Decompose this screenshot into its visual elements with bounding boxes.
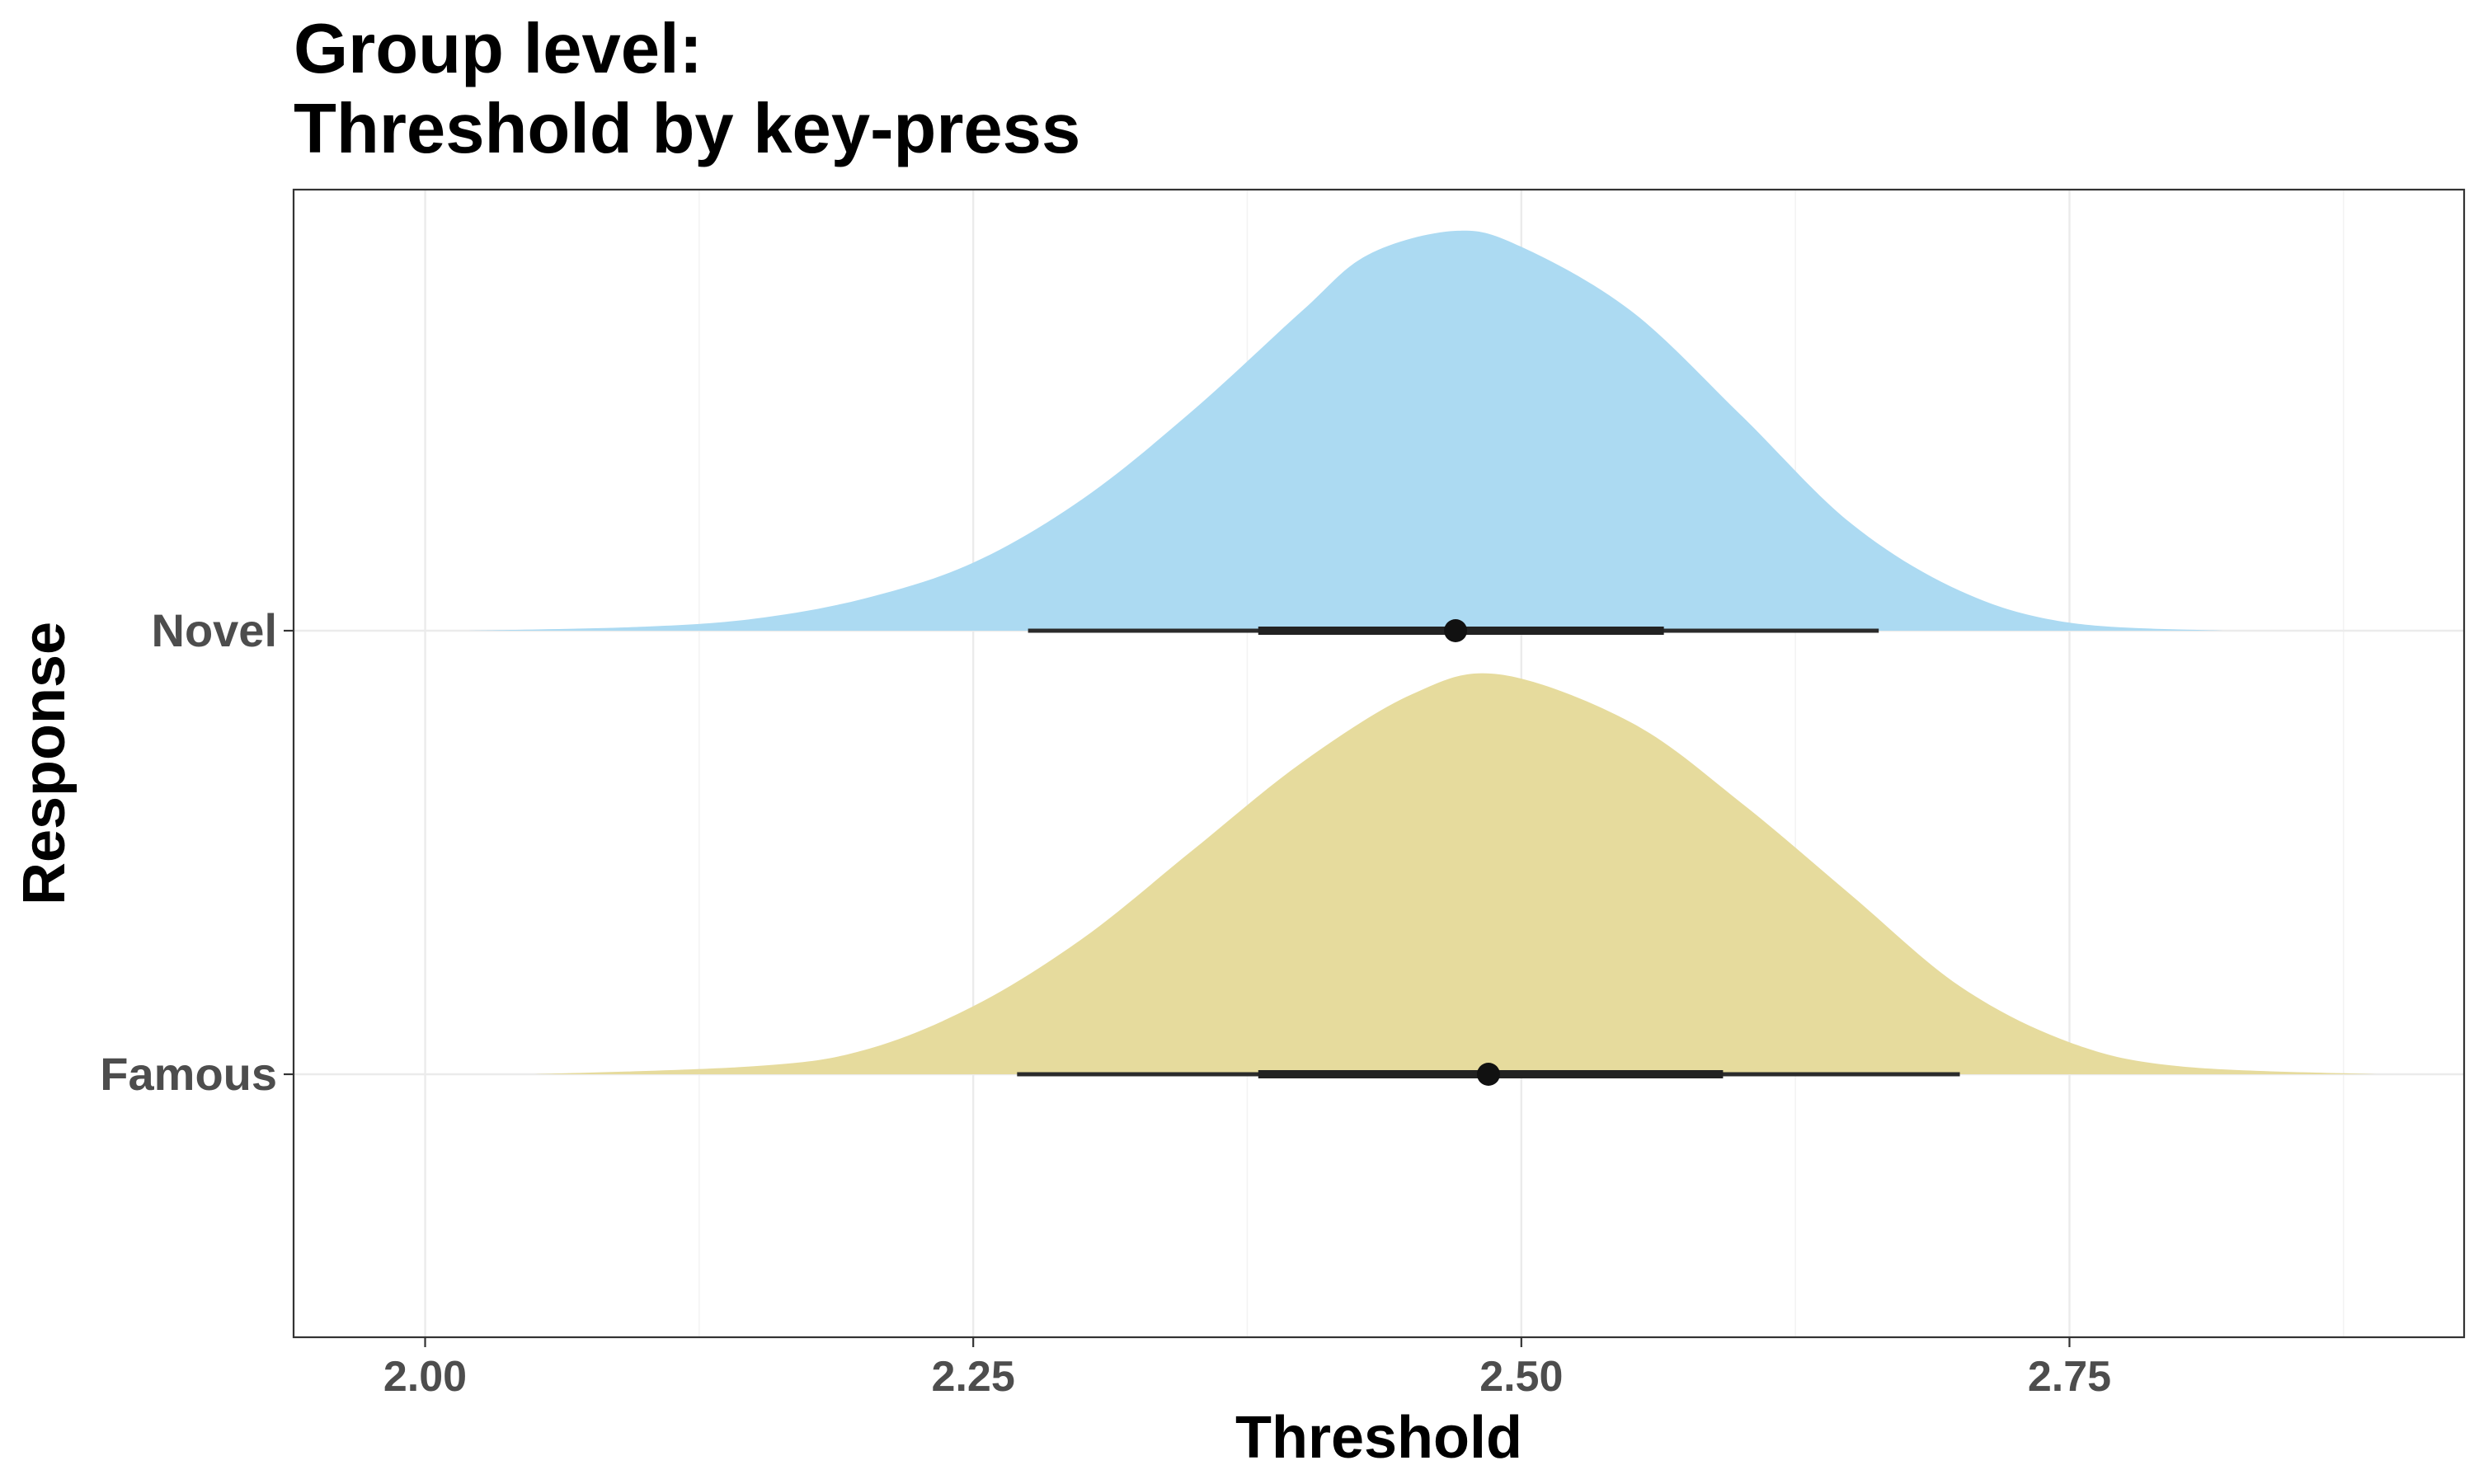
x-tick-label-0: 2.00 (383, 1353, 467, 1401)
chart-title-line-1: Group level: (294, 10, 703, 88)
point-estimate-famous (1476, 1063, 1500, 1086)
x-tick-label-1: 2.25 (932, 1353, 1015, 1401)
x-tick-label-3: 2.75 (2028, 1353, 2111, 1401)
chart-title-line-2: Threshold by key-press (294, 90, 1080, 168)
y-category-label-novel: Novel (152, 604, 278, 656)
interval-bars (1017, 619, 1960, 1086)
point-estimate-novel (1444, 619, 1468, 642)
density-area-famous (534, 673, 2377, 1074)
x-axis-title: Threshold (1235, 1405, 1522, 1471)
y-axis-title: Response (12, 622, 78, 905)
density-areas (468, 230, 2377, 1074)
axis-ticks: 2.00 2.25 2.50 2.75 Novel Famous (100, 604, 2111, 1401)
plot-panel-border (292, 188, 2466, 1339)
y-category-label-famous: Famous (100, 1048, 277, 1100)
x-tick-label-2: 2.50 (1479, 1353, 1563, 1401)
density-area-novel (468, 230, 2223, 631)
